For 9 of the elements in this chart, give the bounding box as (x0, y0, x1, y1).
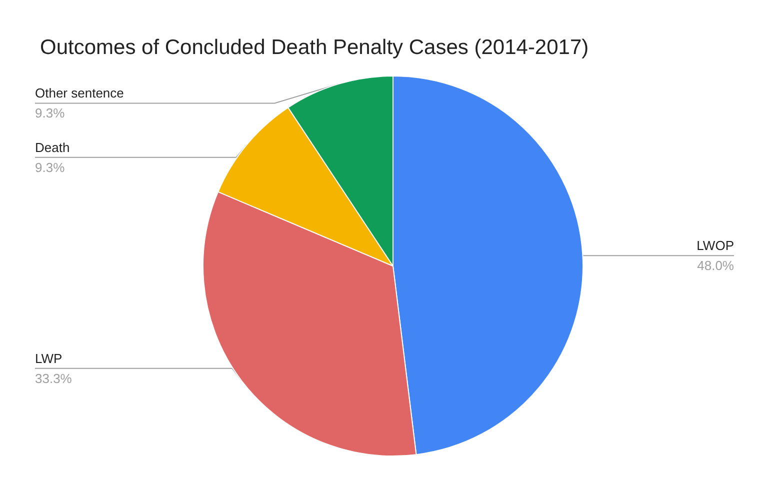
slice-label: Other sentence (35, 86, 124, 101)
slice-label: LWP (35, 350, 62, 366)
data-label: 9.3% (35, 106, 66, 121)
chart-title: Outcomes of Concluded Death Penalty Cases (2014-2017) (40, 36, 589, 59)
data-label: 48.0% (697, 258, 734, 274)
slice-label: LWOP (696, 238, 734, 254)
slice-label: Death (35, 140, 70, 155)
data-label: 33.3% (35, 370, 72, 386)
data-label: 9.3% (35, 160, 66, 175)
